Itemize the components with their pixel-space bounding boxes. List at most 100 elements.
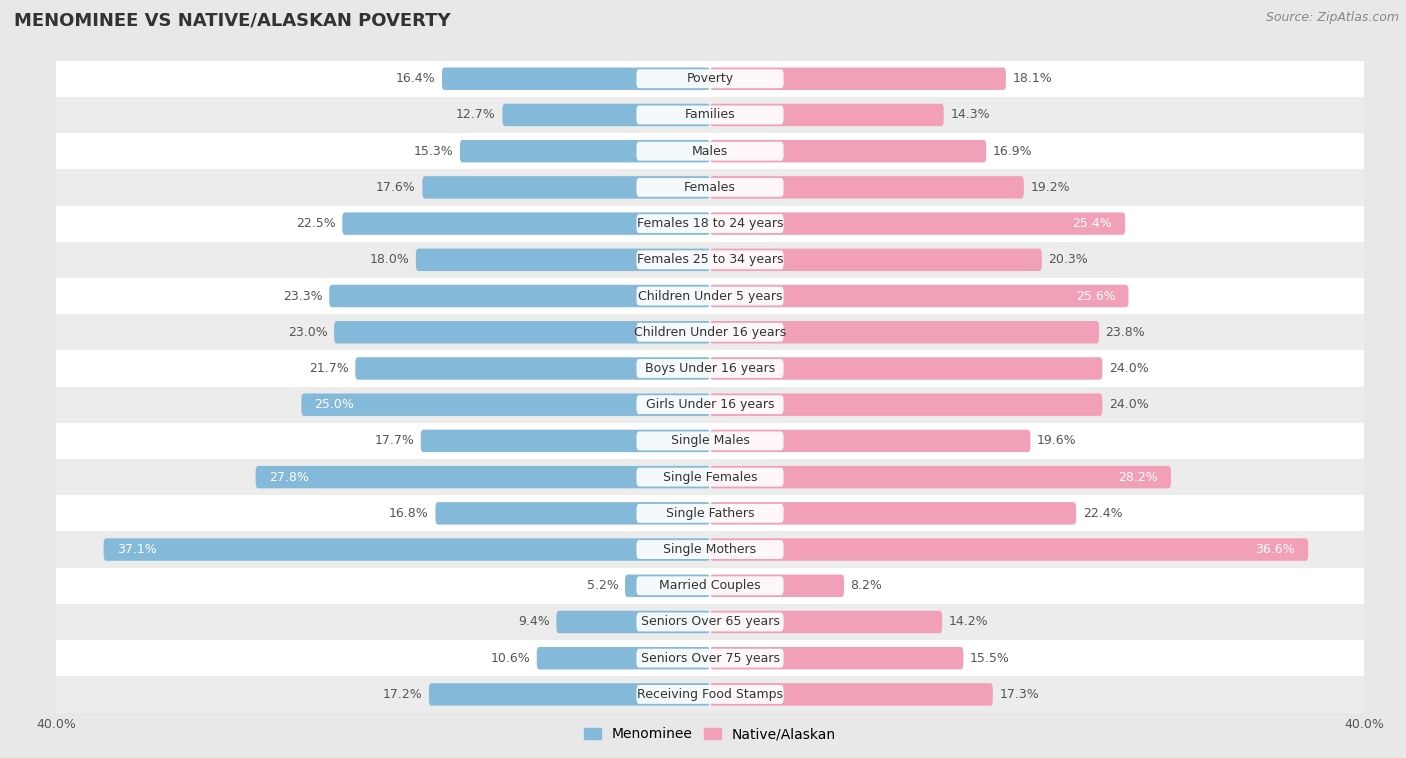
- Text: 23.3%: 23.3%: [283, 290, 322, 302]
- FancyBboxPatch shape: [436, 502, 710, 525]
- Text: 12.7%: 12.7%: [456, 108, 496, 121]
- Text: 17.2%: 17.2%: [382, 688, 422, 701]
- FancyBboxPatch shape: [710, 647, 963, 669]
- FancyBboxPatch shape: [637, 250, 783, 269]
- Bar: [56, 495, 1364, 531]
- Text: 25.4%: 25.4%: [1073, 217, 1112, 230]
- Text: Children Under 16 years: Children Under 16 years: [634, 326, 786, 339]
- Text: 27.8%: 27.8%: [269, 471, 308, 484]
- Bar: [56, 61, 1364, 97]
- Text: 22.5%: 22.5%: [297, 217, 336, 230]
- Text: Females 25 to 34 years: Females 25 to 34 years: [637, 253, 783, 266]
- FancyBboxPatch shape: [710, 176, 1024, 199]
- Text: Single Females: Single Females: [662, 471, 758, 484]
- FancyBboxPatch shape: [710, 212, 1125, 235]
- Text: 18.1%: 18.1%: [1012, 72, 1052, 85]
- Text: 10.6%: 10.6%: [491, 652, 530, 665]
- FancyBboxPatch shape: [342, 212, 710, 235]
- FancyBboxPatch shape: [710, 683, 993, 706]
- FancyBboxPatch shape: [502, 104, 710, 126]
- FancyBboxPatch shape: [422, 176, 710, 199]
- FancyBboxPatch shape: [637, 504, 783, 523]
- FancyBboxPatch shape: [637, 323, 783, 342]
- Text: Girls Under 16 years: Girls Under 16 years: [645, 398, 775, 411]
- Text: 37.1%: 37.1%: [117, 543, 156, 556]
- Text: 25.6%: 25.6%: [1076, 290, 1115, 302]
- FancyBboxPatch shape: [626, 575, 710, 597]
- FancyBboxPatch shape: [637, 142, 783, 161]
- Text: 9.4%: 9.4%: [517, 615, 550, 628]
- Text: 23.0%: 23.0%: [288, 326, 328, 339]
- FancyBboxPatch shape: [637, 431, 783, 450]
- Bar: [56, 531, 1364, 568]
- FancyBboxPatch shape: [104, 538, 710, 561]
- Text: 17.7%: 17.7%: [374, 434, 415, 447]
- Text: Married Couples: Married Couples: [659, 579, 761, 592]
- Bar: [56, 568, 1364, 604]
- Text: 22.4%: 22.4%: [1083, 507, 1122, 520]
- Bar: [56, 350, 1364, 387]
- Text: Single Mothers: Single Mothers: [664, 543, 756, 556]
- FancyBboxPatch shape: [637, 69, 783, 88]
- Bar: [56, 387, 1364, 423]
- Text: Single Males: Single Males: [671, 434, 749, 447]
- Bar: [56, 205, 1364, 242]
- FancyBboxPatch shape: [429, 683, 710, 706]
- FancyBboxPatch shape: [710, 104, 943, 126]
- FancyBboxPatch shape: [637, 468, 783, 487]
- Bar: [56, 242, 1364, 278]
- FancyBboxPatch shape: [637, 576, 783, 595]
- Bar: [56, 278, 1364, 314]
- FancyBboxPatch shape: [537, 647, 710, 669]
- FancyBboxPatch shape: [710, 611, 942, 633]
- FancyBboxPatch shape: [637, 685, 783, 704]
- Text: 23.8%: 23.8%: [1105, 326, 1146, 339]
- Text: Females: Females: [685, 181, 735, 194]
- FancyBboxPatch shape: [256, 466, 710, 488]
- Text: 8.2%: 8.2%: [851, 579, 883, 592]
- FancyBboxPatch shape: [637, 105, 783, 124]
- FancyBboxPatch shape: [637, 540, 783, 559]
- Text: Single Fathers: Single Fathers: [666, 507, 754, 520]
- Text: 25.0%: 25.0%: [315, 398, 354, 411]
- Text: Seniors Over 75 years: Seniors Over 75 years: [641, 652, 779, 665]
- Bar: [56, 640, 1364, 676]
- Text: Boys Under 16 years: Boys Under 16 years: [645, 362, 775, 375]
- FancyBboxPatch shape: [710, 466, 1171, 488]
- Text: 28.2%: 28.2%: [1118, 471, 1159, 484]
- Text: 18.0%: 18.0%: [370, 253, 409, 266]
- FancyBboxPatch shape: [710, 67, 1005, 90]
- FancyBboxPatch shape: [416, 249, 710, 271]
- Text: Females 18 to 24 years: Females 18 to 24 years: [637, 217, 783, 230]
- Text: 19.6%: 19.6%: [1038, 434, 1077, 447]
- Text: 17.3%: 17.3%: [1000, 688, 1039, 701]
- Text: Families: Families: [685, 108, 735, 121]
- FancyBboxPatch shape: [637, 395, 783, 414]
- Text: Source: ZipAtlas.com: Source: ZipAtlas.com: [1265, 11, 1399, 24]
- Text: 15.5%: 15.5%: [970, 652, 1010, 665]
- Bar: [56, 314, 1364, 350]
- Text: 15.3%: 15.3%: [413, 145, 453, 158]
- FancyBboxPatch shape: [329, 285, 710, 307]
- Bar: [56, 604, 1364, 640]
- FancyBboxPatch shape: [710, 285, 1129, 307]
- Text: 20.3%: 20.3%: [1049, 253, 1088, 266]
- FancyBboxPatch shape: [710, 430, 1031, 452]
- Bar: [56, 423, 1364, 459]
- FancyBboxPatch shape: [335, 321, 710, 343]
- FancyBboxPatch shape: [356, 357, 710, 380]
- FancyBboxPatch shape: [441, 67, 710, 90]
- FancyBboxPatch shape: [710, 502, 1076, 525]
- Text: 5.2%: 5.2%: [586, 579, 619, 592]
- FancyBboxPatch shape: [301, 393, 710, 416]
- Text: MENOMINEE VS NATIVE/ALASKAN POVERTY: MENOMINEE VS NATIVE/ALASKAN POVERTY: [14, 11, 451, 30]
- FancyBboxPatch shape: [637, 612, 783, 631]
- Text: 36.6%: 36.6%: [1256, 543, 1295, 556]
- Text: 16.8%: 16.8%: [389, 507, 429, 520]
- FancyBboxPatch shape: [637, 178, 783, 197]
- Text: 24.0%: 24.0%: [1109, 362, 1149, 375]
- Text: Males: Males: [692, 145, 728, 158]
- FancyBboxPatch shape: [710, 393, 1102, 416]
- FancyBboxPatch shape: [710, 140, 986, 162]
- FancyBboxPatch shape: [637, 215, 783, 233]
